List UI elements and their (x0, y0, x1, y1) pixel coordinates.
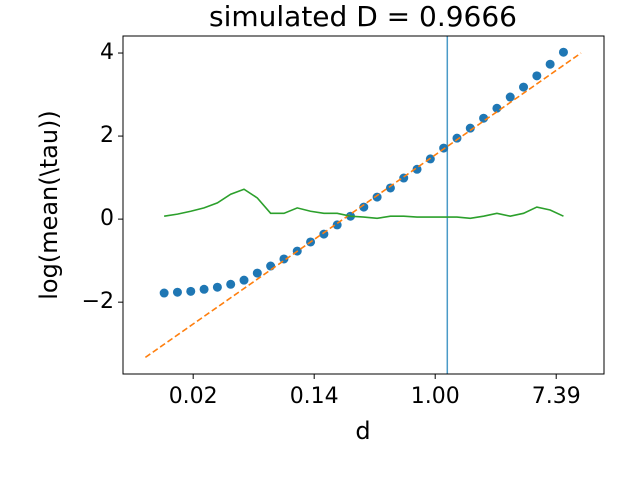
plot-frame (122, 35, 605, 375)
x-tick-label: 0.14 (290, 384, 339, 409)
scatter-point (385, 183, 395, 193)
scatter-point (492, 103, 502, 113)
y-tick-label: −2 (82, 289, 114, 314)
scatter-point (519, 82, 529, 92)
y-tick-label: 0 (100, 206, 114, 231)
scatter-point (359, 202, 369, 212)
chart-title: simulated D = 0.9666 (209, 0, 517, 33)
scatter-point (558, 47, 568, 57)
y-axis-label: log(mean(\tau)) (35, 110, 63, 300)
scatter-point (239, 275, 249, 285)
scatter-point (252, 268, 262, 278)
scatter-point (465, 123, 475, 133)
scatter-point (452, 133, 462, 143)
scatter-point (172, 287, 182, 297)
y-tick-label: 2 (100, 123, 114, 148)
scatter-point (545, 59, 555, 69)
y-tick-label: 4 (100, 40, 114, 65)
scatter-point (532, 71, 542, 81)
line (164, 188, 564, 220)
scatter-point (226, 279, 236, 289)
scatter-point (199, 284, 209, 294)
line (144, 52, 582, 359)
scatter-point (412, 164, 422, 174)
scatter-point (159, 288, 169, 298)
scatter-point (186, 286, 196, 296)
scatter-point (505, 92, 515, 102)
x-tick-label: 0.02 (169, 384, 218, 409)
x-axis-label: d (355, 417, 370, 445)
scatter-point (212, 282, 222, 292)
x-tick-label: 1.00 (411, 384, 460, 409)
x-tick-label: 7.39 (532, 384, 581, 409)
